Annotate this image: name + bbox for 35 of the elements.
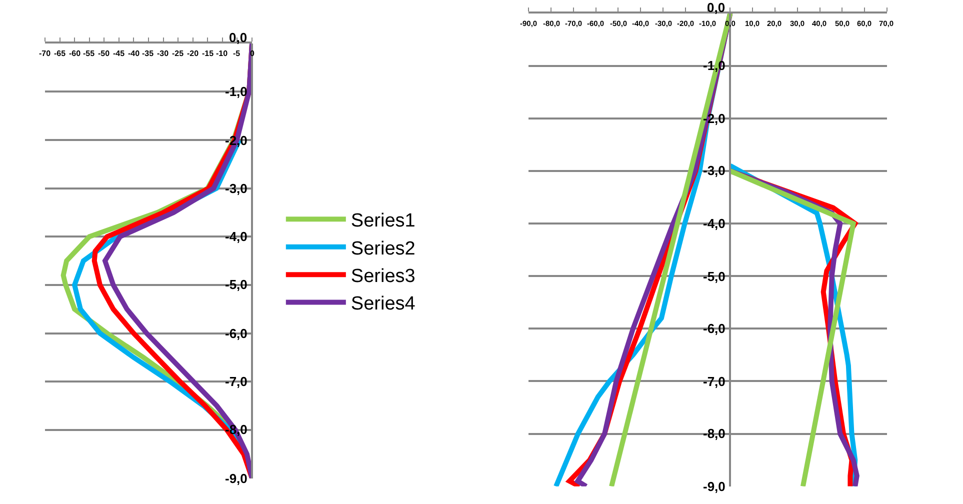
x-tick-label: -60 [69,49,82,58]
y-tick-label: -2,0 [225,133,248,148]
y-tick-label: -5,0 [225,277,248,292]
legend-label: Series4 [350,294,416,315]
y-tick-label: -9,0 [703,479,726,494]
y-tick-label: 0,0 [229,30,248,45]
x-tick-label: -10 [216,49,228,58]
x-tick-label: -25 [172,49,184,58]
y-tick-label: -9,0 [225,471,248,486]
x-tick-label: -70 [39,49,52,58]
legend-label: Series1 [350,210,416,232]
x-tick-label: -50 [98,49,110,58]
legend-label: Series2 [350,238,416,260]
y-tick-label: -4,0 [225,229,248,244]
legend-label: Series3 [350,266,416,287]
x-tick-label: -40 [128,49,140,58]
y-tick-label: -4,0 [703,216,726,231]
y-tick-label: -3,0 [703,163,726,178]
y-tick-label: 0,0 [707,0,726,15]
y-tick-label: -8,0 [703,426,726,441]
y-tick-label: -7,0 [225,374,248,389]
x-tick-label: -55 [83,49,96,58]
y-tick-label: -6,0 [225,326,248,341]
x-tick-label: -65 [54,49,66,58]
x-tick-label: -5 [233,49,241,58]
x-tick-label: -20 [187,49,200,58]
x-tick-label: -45 [113,49,126,58]
x-tick-label: -35 [142,49,154,58]
y-tick-label: -3,0 [225,181,248,196]
x-tick-label: -15 [202,49,214,58]
x-tick-label: -30 [157,49,170,58]
y-tick-label: -6,0 [703,321,726,336]
y-tick-label: -8,0 [225,422,248,437]
y-tick-label: -5,0 [703,269,726,284]
y-tick-label: -7,0 [703,374,726,389]
